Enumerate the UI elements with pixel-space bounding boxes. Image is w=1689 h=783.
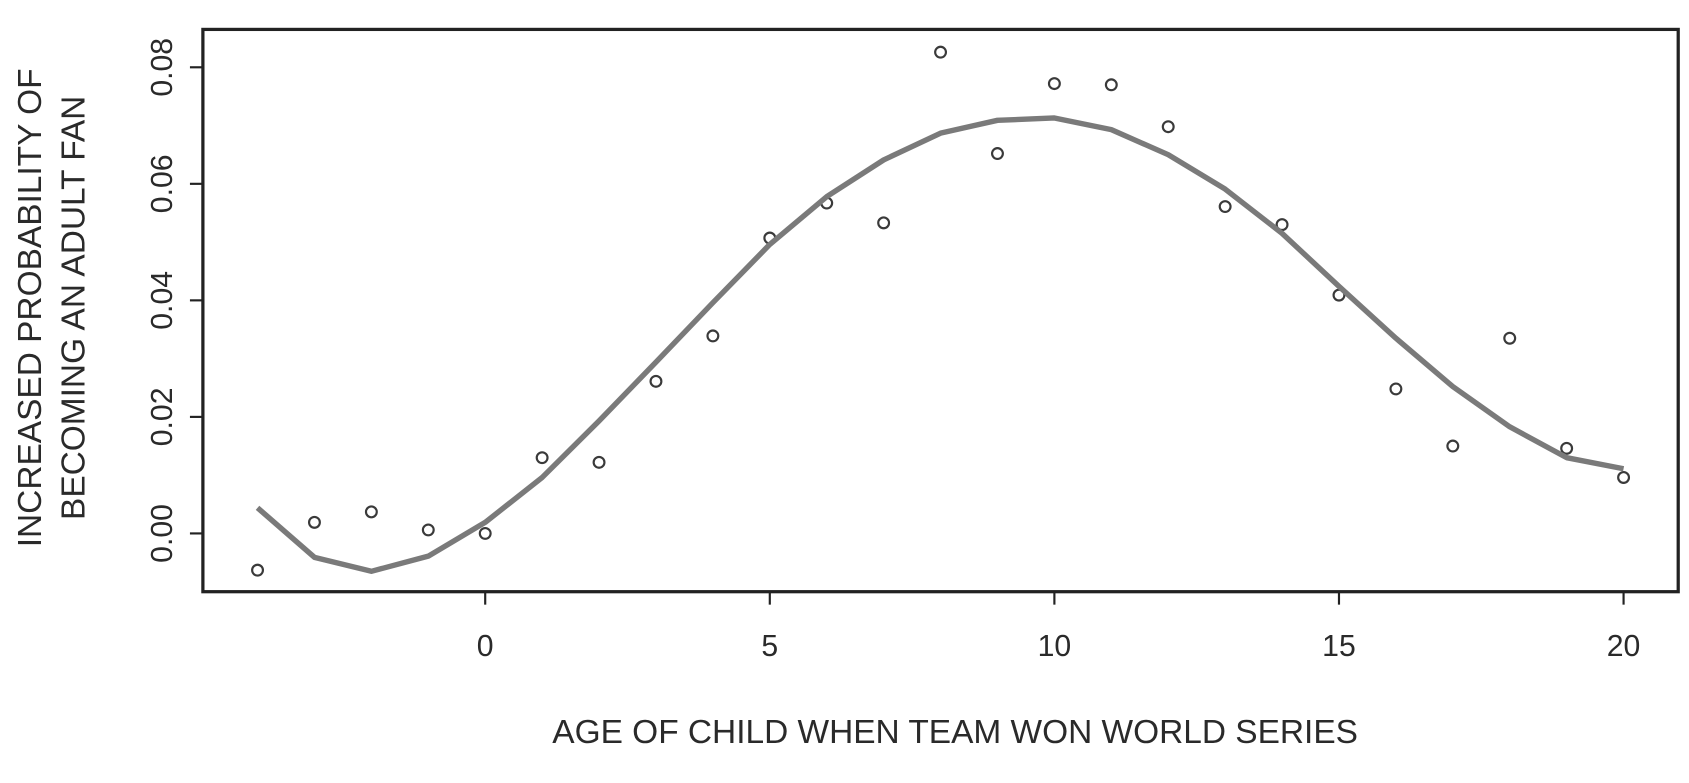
x-tick-label: 0 xyxy=(477,630,494,663)
point xyxy=(877,216,891,230)
point xyxy=(421,523,435,537)
point xyxy=(1047,77,1061,91)
point xyxy=(934,45,948,59)
plot-frame xyxy=(201,27,1680,594)
y-tick-label: 0.06 xyxy=(146,154,179,213)
point xyxy=(706,329,720,343)
point xyxy=(1560,441,1574,455)
x-axis-title: AGE OF CHILD WHEN TEAM WON WORLD SERIES xyxy=(552,714,1358,751)
y-axis-title: BECOMING AN ADULT FAN xyxy=(55,96,92,520)
point xyxy=(649,374,663,388)
y-axis-title: INCREASED PROBABILITY OF xyxy=(12,68,49,547)
y-tick-label: 0.08 xyxy=(146,38,179,97)
point xyxy=(592,455,606,469)
point xyxy=(1389,382,1403,396)
point xyxy=(1446,439,1460,453)
x-tick-label: 20 xyxy=(1607,630,1641,663)
y-tick-label: 0.02 xyxy=(146,387,179,446)
point xyxy=(1104,78,1118,92)
x-tick-label: 15 xyxy=(1322,630,1356,663)
x-tick-label: 10 xyxy=(1038,630,1072,663)
point xyxy=(1161,120,1175,134)
point xyxy=(364,505,378,519)
point xyxy=(990,147,1004,161)
point xyxy=(478,526,492,540)
x-tick-label: 5 xyxy=(761,630,778,663)
point xyxy=(1617,471,1631,484)
point xyxy=(1503,331,1517,345)
point xyxy=(307,515,321,529)
y-tick-label: 0.00 xyxy=(146,504,179,563)
smooth-line xyxy=(255,115,1625,575)
y-tick-label: 0.04 xyxy=(146,271,179,330)
point xyxy=(251,563,265,577)
point xyxy=(535,451,549,465)
point xyxy=(1218,200,1232,214)
